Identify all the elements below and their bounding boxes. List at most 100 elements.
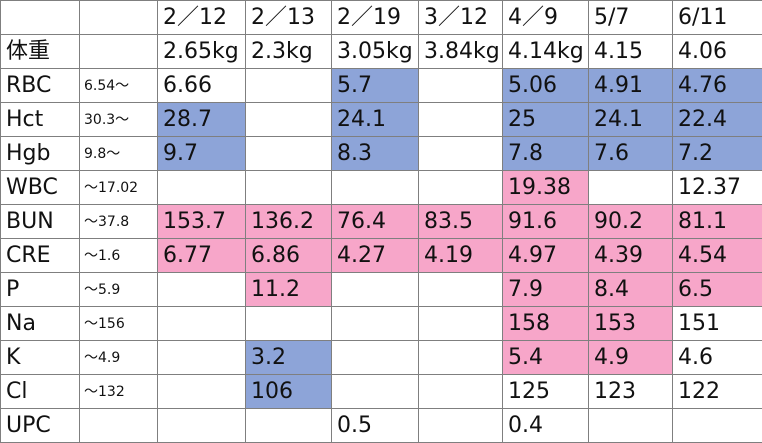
value-cell[interactable]: 7.2 [673,137,762,171]
value-cell[interactable] [419,375,503,409]
value-cell[interactable] [419,137,503,171]
value-cell[interactable]: 12.37 [673,171,762,205]
weight-value[interactable]: 4.15 [589,35,673,69]
value-cell[interactable]: 4.6 [673,341,762,375]
value-cell[interactable]: 4.9 [589,341,673,375]
value-cell[interactable]: 6.5 [673,273,762,307]
value-cell[interactable]: 6.66 [158,69,246,103]
value-cell[interactable] [158,341,246,375]
weight-value[interactable]: 4.14kg [503,35,589,69]
date-header[interactable]: 4／9 [503,1,589,35]
value-cell[interactable] [419,409,503,443]
value-cell[interactable]: 11.2 [246,273,332,307]
value-cell[interactable]: 106 [246,375,332,409]
value-cell[interactable] [673,409,762,443]
value-cell[interactable]: 9.7 [158,137,246,171]
value-cell[interactable] [158,273,246,307]
value-cell[interactable]: 83.5 [419,205,503,239]
value-cell[interactable] [246,307,332,341]
corner-cell [1,1,80,35]
value-cell[interactable]: 81.1 [673,205,762,239]
value-cell[interactable]: 7.6 [589,137,673,171]
value-cell[interactable]: 8.3 [332,137,419,171]
test-name: P [1,273,80,307]
date-header[interactable]: 2／19 [332,1,419,35]
value-cell[interactable]: 6.86 [246,239,332,273]
value-cell[interactable]: 91.6 [503,205,589,239]
value-cell[interactable]: 158 [503,307,589,341]
value-cell[interactable] [419,341,503,375]
test-name: Hct [1,103,80,137]
value-cell[interactable]: 19.38 [503,171,589,205]
date-header[interactable]: 2／13 [246,1,332,35]
value-cell[interactable]: 28.7 [158,103,246,137]
value-cell[interactable] [589,171,673,205]
value-cell[interactable] [332,273,419,307]
date-header[interactable]: 3／12 [419,1,503,35]
value-cell[interactable]: 122 [673,375,762,409]
value-cell[interactable]: 8.4 [589,273,673,307]
test-name: UPC [1,409,80,443]
value-cell[interactable] [332,171,419,205]
value-cell[interactable]: 24.1 [589,103,673,137]
value-cell[interactable] [332,375,419,409]
value-cell[interactable]: 76.4 [332,205,419,239]
value-cell[interactable]: 4.27 [332,239,419,273]
value-cell[interactable] [246,409,332,443]
reference-range: 30.3～ [80,103,158,137]
value-cell[interactable] [246,69,332,103]
value-cell[interactable] [158,375,246,409]
value-cell[interactable]: 123 [589,375,673,409]
value-cell[interactable] [419,69,503,103]
value-cell[interactable]: 0.4 [503,409,589,443]
value-cell[interactable]: 151 [673,307,762,341]
value-cell[interactable]: 24.1 [332,103,419,137]
weight-value[interactable]: 4.06 [673,35,762,69]
value-cell[interactable]: 5.4 [503,341,589,375]
value-cell[interactable] [332,341,419,375]
value-cell[interactable]: 5.7 [332,69,419,103]
value-cell[interactable] [419,273,503,307]
value-cell[interactable]: 4.91 [589,69,673,103]
date-header[interactable]: 5/7 [589,1,673,35]
value-cell[interactable]: 90.2 [589,205,673,239]
value-cell[interactable] [246,137,332,171]
value-cell[interactable]: 0.5 [332,409,419,443]
value-cell[interactable] [158,171,246,205]
value-cell[interactable]: 4.39 [589,239,673,273]
date-header[interactable]: 6/11 [673,1,762,35]
value-cell[interactable]: 4.76 [673,69,762,103]
value-cell[interactable] [419,171,503,205]
value-cell[interactable] [419,103,503,137]
value-cell[interactable] [332,307,419,341]
weight-value[interactable]: 2.65kg [158,35,246,69]
value-cell[interactable]: 153 [589,307,673,341]
weight-value[interactable]: 3.84kg [419,35,503,69]
value-cell[interactable]: 153.7 [158,205,246,239]
value-cell[interactable]: 4.19 [419,239,503,273]
date-header[interactable]: 2／12 [158,1,246,35]
value-cell[interactable]: 136.2 [246,205,332,239]
value-cell[interactable]: 5.06 [503,69,589,103]
value-cell[interactable]: 4.54 [673,239,762,273]
weight-value[interactable]: 3.05kg [332,35,419,69]
value-cell[interactable] [246,171,332,205]
value-cell[interactable]: 4.97 [503,239,589,273]
value-cell[interactable]: 6.77 [158,239,246,273]
value-cell[interactable]: 7.8 [503,137,589,171]
value-cell[interactable] [158,307,246,341]
value-cell[interactable] [589,409,673,443]
value-cell[interactable] [158,409,246,443]
value-cell[interactable] [246,103,332,137]
value-cell[interactable]: 125 [503,375,589,409]
value-cell[interactable] [419,307,503,341]
value-cell[interactable]: 25 [503,103,589,137]
value-cell[interactable]: 22.4 [673,103,762,137]
weight-value[interactable]: 2.3kg [246,35,332,69]
value-cell[interactable]: 7.9 [503,273,589,307]
value-cell[interactable]: 3.2 [246,341,332,375]
